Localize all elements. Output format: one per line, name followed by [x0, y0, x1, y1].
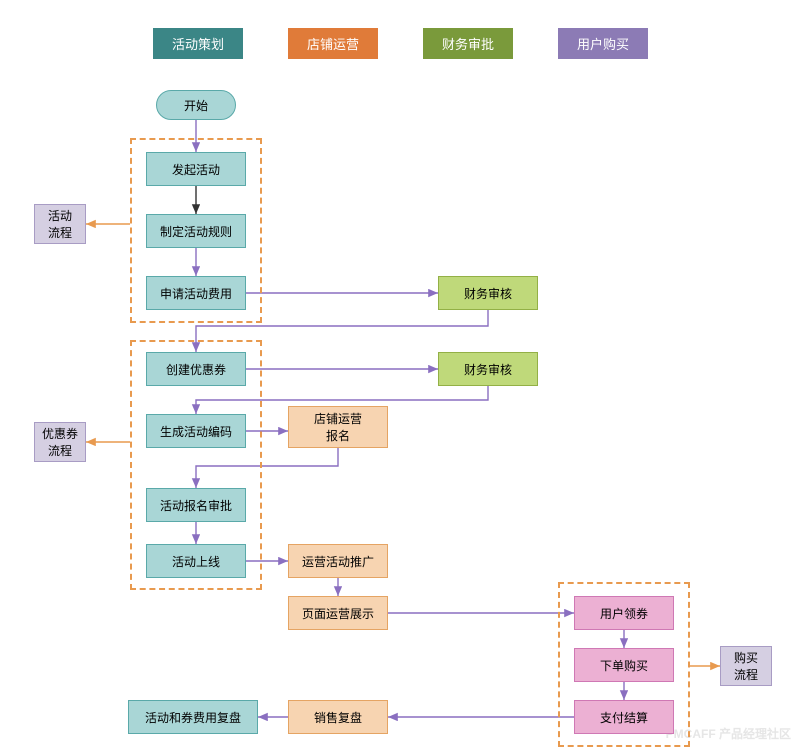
node-fin_review1: 财务审核: [438, 276, 538, 310]
node-lbl_activity: 活动 流程: [34, 204, 86, 244]
node-lbl_coupon: 优惠券 流程: [34, 422, 86, 462]
node-page_show: 页面运营展示: [288, 596, 388, 630]
node-audit_signup: 活动报名审批: [146, 488, 246, 522]
node-rules: 制定活动规则: [146, 214, 246, 248]
node-start: 开始: [156, 90, 236, 120]
node-initiate: 发起活动: [146, 152, 246, 186]
swimlane-header-2: 财务审批: [423, 28, 513, 59]
node-fin_review2: 财务审核: [438, 352, 538, 386]
node-pay_settle: 支付结算: [574, 700, 674, 734]
node-lbl_buy: 购买 流程: [720, 646, 772, 686]
swimlane-header-3: 用户购买: [558, 28, 648, 59]
node-sales_review: 销售复盘: [288, 700, 388, 734]
node-user_buy: 下单购买: [574, 648, 674, 682]
node-user_get: 用户领券: [574, 596, 674, 630]
node-final_review: 活动和券费用复盘: [128, 700, 258, 734]
swimlane-header-0: 活动策划: [153, 28, 243, 59]
swimlane-header-1: 店铺运营: [288, 28, 378, 59]
node-go_live: 活动上线: [146, 544, 246, 578]
node-shop_signup: 店铺运营 报名: [288, 406, 388, 448]
node-promote: 运营活动推广: [288, 544, 388, 578]
node-create_coupon: 创建优惠券: [146, 352, 246, 386]
node-apply_fee: 申请活动费用: [146, 276, 246, 310]
node-gen_code: 生成活动编码: [146, 414, 246, 448]
